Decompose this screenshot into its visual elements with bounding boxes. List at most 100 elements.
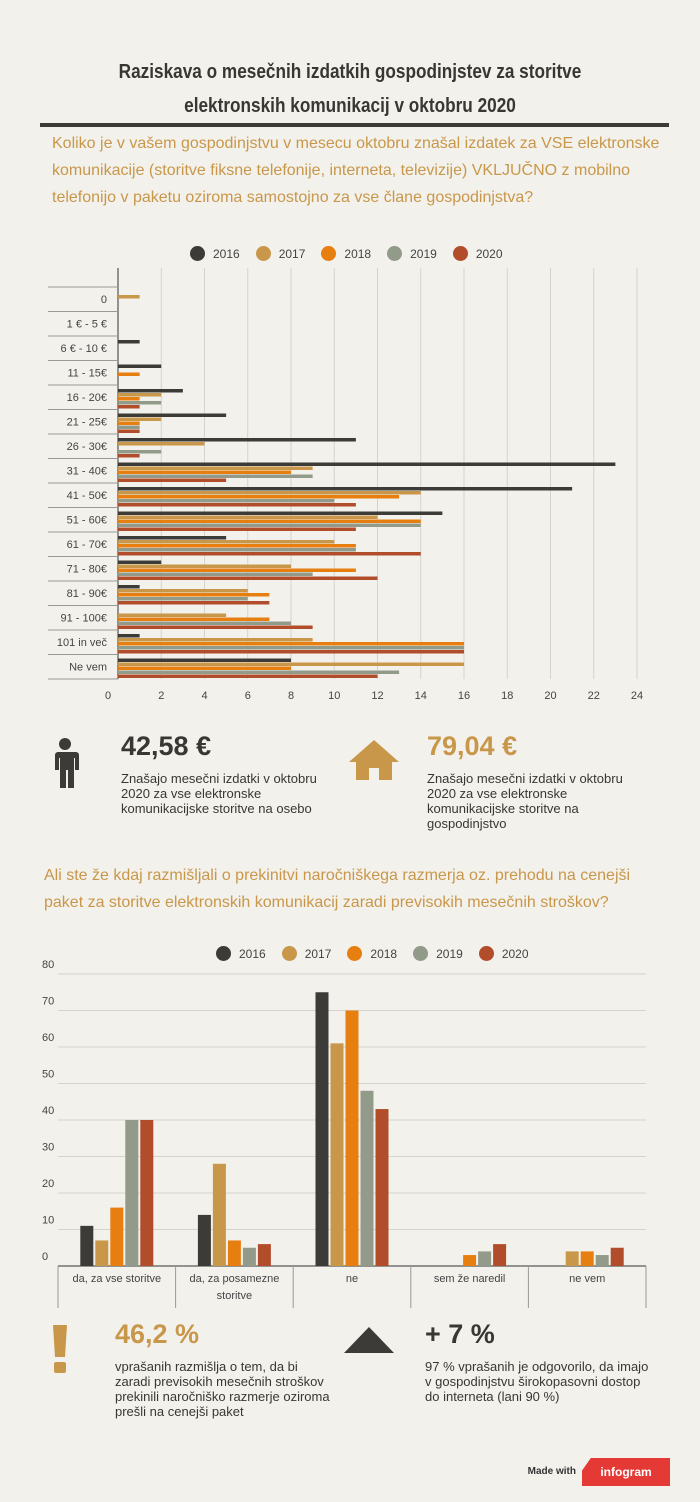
bar-2017 (118, 589, 248, 593)
y-tick-label: 10 (42, 1215, 54, 1227)
category-label: 11 - 15€ (67, 368, 107, 380)
bar-2016 (118, 585, 140, 589)
legend-item-2020: 2020 (452, 246, 503, 261)
category-label: 0 (101, 294, 107, 306)
bar-2017 (118, 613, 227, 617)
bar-2016 (118, 389, 183, 393)
bar-2020 (118, 650, 464, 654)
bar-2018 (110, 1207, 124, 1266)
legend-item-2020: 2020 (478, 946, 529, 961)
y-tick-label: 50 (42, 1069, 54, 1081)
bar-2017 (118, 393, 162, 397)
y-tick-label: 30 (42, 1142, 54, 1154)
bar-2017 (118, 564, 291, 568)
bar-2019 (118, 670, 400, 674)
bar-2020 (118, 674, 378, 678)
legend-item-2017: 2017 (281, 946, 332, 961)
bar-2016 (118, 340, 140, 344)
legend-item-2018: 2018 (321, 246, 371, 261)
stat-exclaim-value: 46,2 % (115, 1319, 200, 1349)
bar-2017 (118, 295, 140, 299)
bar-2016 (118, 658, 291, 662)
bar-2020 (118, 576, 378, 580)
category-label: 51 - 60€ (67, 515, 107, 527)
y-tick-label: 60 (42, 1032, 54, 1044)
bar-2016 (118, 536, 227, 540)
bar-2020 (493, 1244, 507, 1266)
x-tick-label: 12 (371, 690, 383, 702)
question-2: Ali ste že kdaj razmišljali o prekinitvi… (44, 867, 631, 911)
bar-2020 (610, 1247, 624, 1266)
legend-label: 2020 (475, 246, 503, 261)
legend-label: 2017 (304, 946, 332, 961)
y-tick-label: 0 (42, 1251, 48, 1263)
stat-house-value: 79,04 € (427, 731, 518, 761)
bar-2016 (118, 487, 573, 491)
legend-label: 2018 (370, 946, 398, 961)
bar-2019 (118, 499, 335, 503)
bar-2019 (125, 1120, 139, 1266)
legend-label: 2016 (239, 946, 266, 961)
legend-label: 2020 (501, 946, 529, 961)
stat-person-value: 42,58 € (121, 731, 212, 761)
x-tick-label: 24 (631, 690, 643, 702)
bar-2017 (118, 515, 378, 519)
legend-label: 2019 (410, 246, 437, 261)
bar-2019 (118, 597, 248, 601)
category-label: 41 - 50€ (67, 490, 107, 502)
bar-2020 (118, 601, 270, 605)
stat-house-text: Znašajo mesečni izdatki v oktobru 2020 z… (427, 771, 623, 831)
legend-label: 2019 (436, 946, 463, 961)
bar-2018 (118, 666, 291, 670)
bar-2019 (360, 1090, 374, 1266)
page-title: Raziskava o mesečnih izdatkih gospodinjs… (118, 61, 582, 117)
category-label: da, za vse storitve (72, 1273, 161, 1285)
bar-2019 (118, 548, 356, 552)
bar-2017 (95, 1240, 109, 1266)
bar-2018 (118, 470, 291, 474)
made-with-label: Made with (527, 1466, 576, 1477)
legend-item-2019: 2019 (387, 246, 437, 261)
category-label: ne vem (569, 1273, 605, 1285)
legend-label: 2016 (213, 246, 240, 261)
bar-2016 (118, 560, 162, 564)
x-tick-label: 8 (288, 690, 294, 702)
legend-item-2017: 2017 (255, 246, 306, 261)
bar-2018 (118, 421, 140, 425)
bar-2018 (118, 593, 270, 597)
y-tick-label: 20 (42, 1178, 54, 1190)
y-tick-label: 70 (42, 996, 54, 1008)
bar-2018 (118, 495, 400, 499)
bar-2017 (118, 442, 205, 446)
bar-2020 (118, 454, 140, 458)
bar-2020 (118, 478, 227, 482)
x-tick-label: 6 (245, 690, 251, 702)
bar-2016 (315, 992, 329, 1266)
bar-2018 (118, 617, 270, 621)
category-label: 71 - 80€ (67, 564, 107, 576)
cancellation-bar-chart: 0 10 20 30 40 50 60 70 80 da, za vse storitve da, … (42, 959, 647, 1308)
bar-2020 (118, 625, 313, 629)
bar-2018 (118, 397, 140, 401)
bar-2019 (118, 401, 162, 405)
bar-2020 (118, 503, 356, 507)
bar-2019 (118, 474, 313, 478)
stat-person-text: Znašajo mesečni izdatki v oktobru 2020 z… (121, 771, 317, 816)
infogram-logo-text: infogram (600, 1465, 652, 1479)
legend-1: 2016 2017 2018 2019 2020 (190, 246, 503, 261)
stat-up-value: + 7 % (425, 1319, 495, 1349)
stat-up-text: 97 % vprašanih je odgovorilo, da imajo v… (425, 1359, 649, 1404)
infogram-logo[interactable]: infogram (582, 1458, 670, 1486)
bar-2018 (118, 642, 464, 646)
category-label: storitve (217, 1290, 252, 1302)
y-tick-label: 40 (42, 1105, 54, 1117)
bar-2016 (118, 364, 162, 368)
x-tick-label: 0 (105, 690, 111, 702)
category-label: Ne vem (69, 662, 107, 674)
category-label: sem že naredil (434, 1273, 506, 1285)
x-tick-label: 10 (328, 690, 340, 702)
legend-label: 2017 (278, 246, 306, 261)
legend-item-2019: 2019 (413, 946, 463, 961)
category-label: 101 in več (57, 637, 108, 649)
bar-2016 (197, 1214, 211, 1266)
